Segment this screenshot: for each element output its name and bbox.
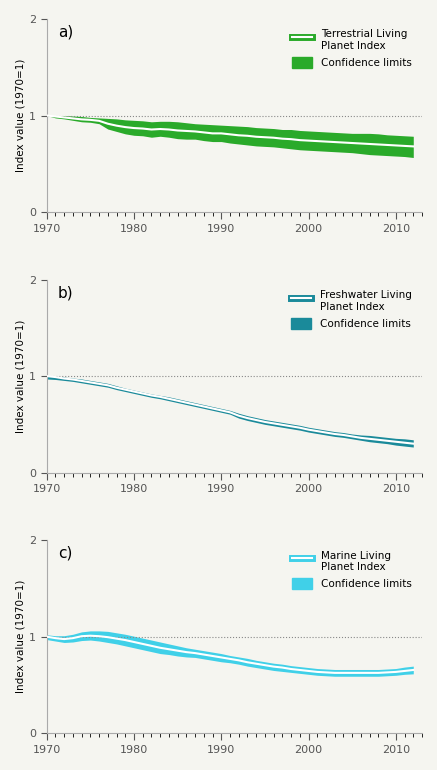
Text: c): c) bbox=[58, 546, 73, 561]
Text: a): a) bbox=[58, 25, 73, 40]
Y-axis label: Index value (1970=1): Index value (1970=1) bbox=[15, 320, 25, 433]
Legend: Freshwater Living
Planet Index, Confidence limits: Freshwater Living Planet Index, Confiden… bbox=[285, 285, 417, 334]
Legend: Terrestrial Living
Planet Index, Confidence limits: Terrestrial Living Planet Index, Confide… bbox=[286, 24, 417, 73]
Legend: Marine Living
Planet Index, Confidence limits: Marine Living Planet Index, Confidence l… bbox=[286, 545, 417, 594]
Y-axis label: Index value (1970=1): Index value (1970=1) bbox=[15, 580, 25, 693]
Text: b): b) bbox=[58, 286, 73, 300]
Y-axis label: Index value (1970=1): Index value (1970=1) bbox=[15, 59, 25, 172]
